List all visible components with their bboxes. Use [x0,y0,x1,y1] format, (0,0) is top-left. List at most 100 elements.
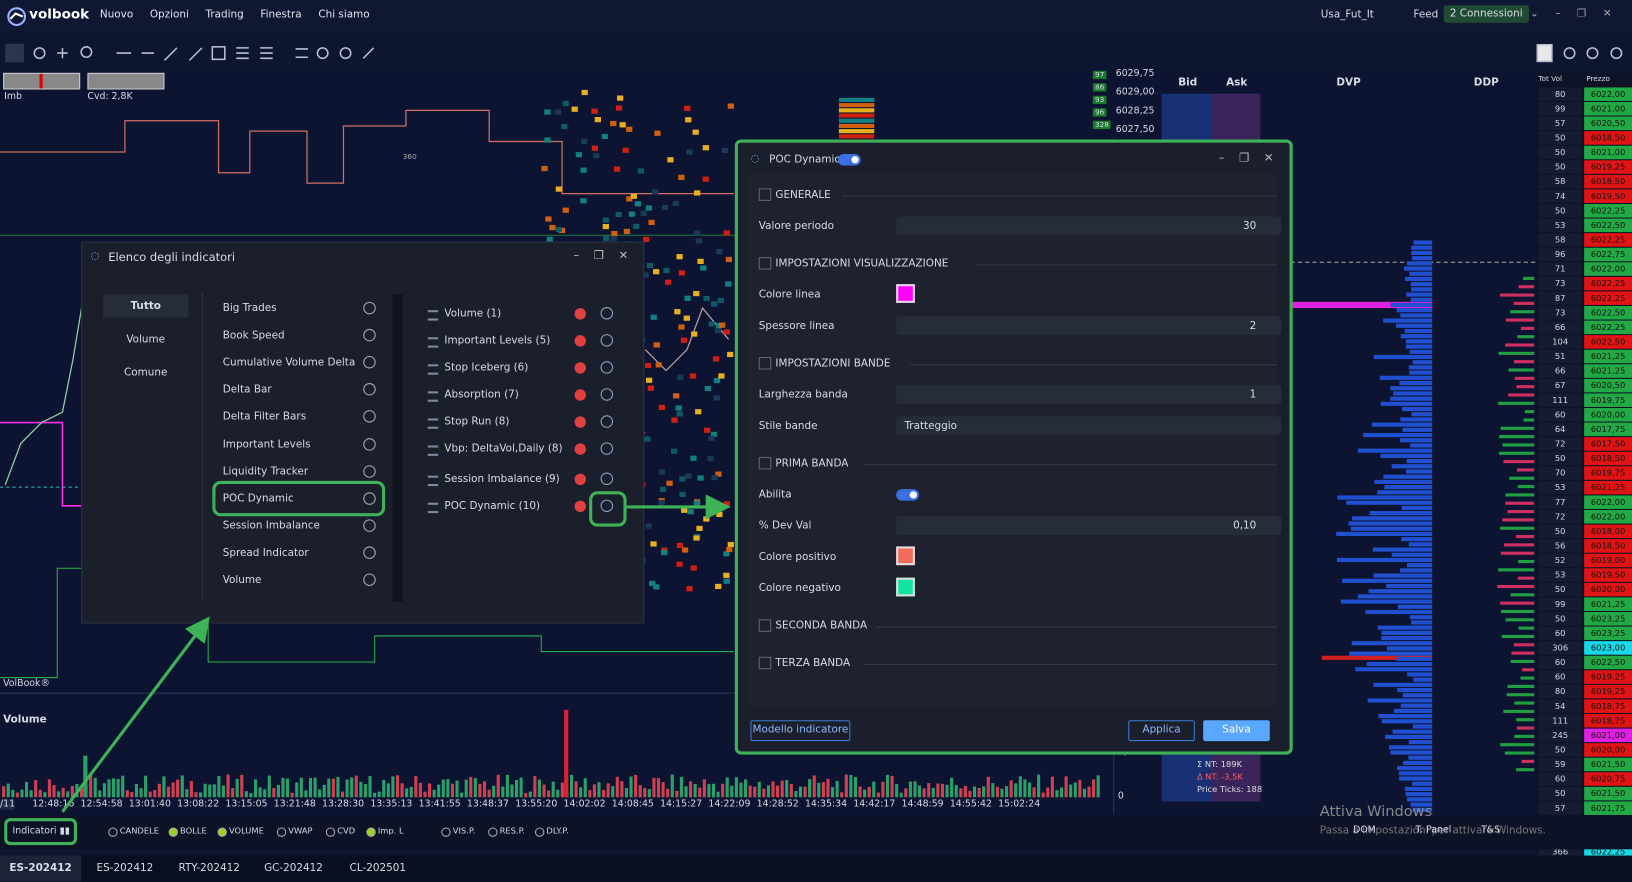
radio[interactable] [168,827,178,837]
account[interactable]: Usa_Fut_It [1320,9,1374,21]
add-button[interactable] [363,464,376,478]
toggle-label[interactable]: DLY.P. [546,826,569,836]
category-tab[interactable]: Comune [124,367,168,379]
section-title[interactable]: IMPOSTAZIONI BANDE [775,358,891,370]
add-button[interactable] [363,328,376,342]
add-button[interactable] [363,573,376,586]
add-button[interactable] [363,491,376,505]
section-title[interactable]: PRIMA BANDA [775,457,849,470]
available-indicator[interactable]: Spread Indicator [222,547,309,559]
available-indicator[interactable]: Volume [222,574,262,586]
add-button[interactable] [363,301,376,315]
number-value[interactable]: 0,10 [1233,520,1257,532]
settings-button[interactable] [600,388,614,401]
add-button[interactable] [363,437,376,451]
scrollbar[interactable] [392,294,403,602]
connections[interactable]: 2 Connessioni [1443,5,1529,23]
remove-button[interactable] [574,335,586,347]
section-chevron[interactable] [758,357,772,370]
tool-erase2[interactable] [1563,47,1576,60]
save-button[interactable]: Salva [1203,720,1270,742]
tool-select[interactable] [5,43,24,63]
tool-trend[interactable] [163,47,178,61]
remove-button[interactable] [574,416,586,428]
add-button[interactable] [363,356,376,369]
tool-gear[interactable] [1610,47,1623,60]
color-swatch[interactable] [896,577,915,597]
toggle-label[interactable]: VIS.P. [452,826,476,836]
section-title[interactable]: IMPOSTAZIONI VISUALIZZAZIONE [775,258,949,270]
active-indicator[interactable]: Session Imbalance (9) [444,473,560,486]
available-indicator[interactable]: Book Speed [222,330,285,342]
section-title[interactable]: GENERALE [775,189,831,201]
apply-button[interactable]: Applica [1128,720,1195,742]
radio[interactable] [488,827,498,837]
tool-note[interactable] [339,47,352,60]
tool-rect[interactable] [211,46,226,61]
tool-layers[interactable] [1586,47,1599,60]
add-button[interactable] [363,410,376,423]
settings-button[interactable] [600,307,614,320]
color-swatch[interactable] [896,546,915,566]
available-indicator[interactable]: Big Trades [222,302,277,315]
remove-button[interactable] [574,389,586,401]
number-field[interactable] [896,516,1282,535]
toggle-label[interactable]: CANDELE [119,826,160,836]
tool-fib[interactable] [236,47,249,60]
instrument-tab[interactable]: RTY-202412 [178,862,240,875]
number-field[interactable] [896,216,1282,236]
menu-item[interactable]: Chi siamo [318,9,370,21]
available-indicator[interactable]: Liquidity Tracker [222,465,309,478]
section-chevron[interactable] [758,456,772,470]
toggle[interactable] [896,489,920,501]
radio[interactable] [534,827,545,837]
remove-button[interactable] [574,500,586,513]
radio[interactable] [217,827,227,837]
section-chevron[interactable] [758,257,772,270]
section-chevron[interactable] [758,188,772,201]
available-indicator[interactable]: POC Dynamic [222,493,294,505]
settings-button[interactable] [600,415,614,428]
toggle-label[interactable]: Imp. L [377,826,404,836]
available-indicator[interactable]: Delta Filter Bars [222,411,307,423]
toggle-label[interactable]: BOLLE [180,826,207,836]
radio[interactable] [276,827,287,837]
instrument-tab[interactable]: ES-202412 [0,855,82,882]
instrument-tab[interactable]: CL-202501 [349,862,407,875]
add-button[interactable] [363,383,376,396]
tool-levels[interactable] [260,47,273,60]
menu-item[interactable]: Trading [205,9,244,21]
settings-button[interactable] [600,334,614,347]
remove-button[interactable] [574,362,586,374]
category-tab[interactable]: Volume [126,334,166,346]
remove-button[interactable] [574,308,586,320]
remove-button[interactable] [574,473,586,486]
tool-eraser[interactable] [362,47,375,59]
number-field[interactable] [896,385,1282,404]
dialog-controls[interactable]: – ❐ ✕ [1218,150,1274,165]
indicators-button[interactable]: Indicatori ▮▮ [4,818,78,846]
tool-dollar[interactable] [1536,43,1553,63]
tool-channel[interactable] [188,47,203,61]
tool-alert[interactable] [316,47,329,60]
add-button[interactable] [363,546,376,559]
menu-item[interactable]: Opzioni [149,9,189,21]
available-indicator[interactable]: Cumulative Volume Delta [222,357,356,369]
menu-item[interactable]: Finestra [260,9,302,21]
dialog-controls[interactable]: – ❐ ✕ [573,248,629,263]
section-chevron[interactable] [758,619,772,632]
tool-hand[interactable] [33,47,46,60]
active-indicator[interactable]: Volume (1) [444,308,502,320]
number-value[interactable]: 1 [1249,389,1257,401]
available-indicator[interactable]: Session Imbalance [222,520,320,532]
enable-toggle[interactable] [837,154,861,166]
radio[interactable] [441,827,451,837]
number-field[interactable] [896,316,1282,336]
menu-item[interactable]: Nuovo [99,9,134,21]
toggle-label[interactable]: VWAP [288,826,313,836]
color-swatch[interactable] [896,284,915,303]
settings-button[interactable] [600,442,614,455]
tool-settings[interactable] [295,48,309,59]
tool-zoom[interactable] [80,46,93,59]
category-tab[interactable]: Tutto [130,300,161,313]
